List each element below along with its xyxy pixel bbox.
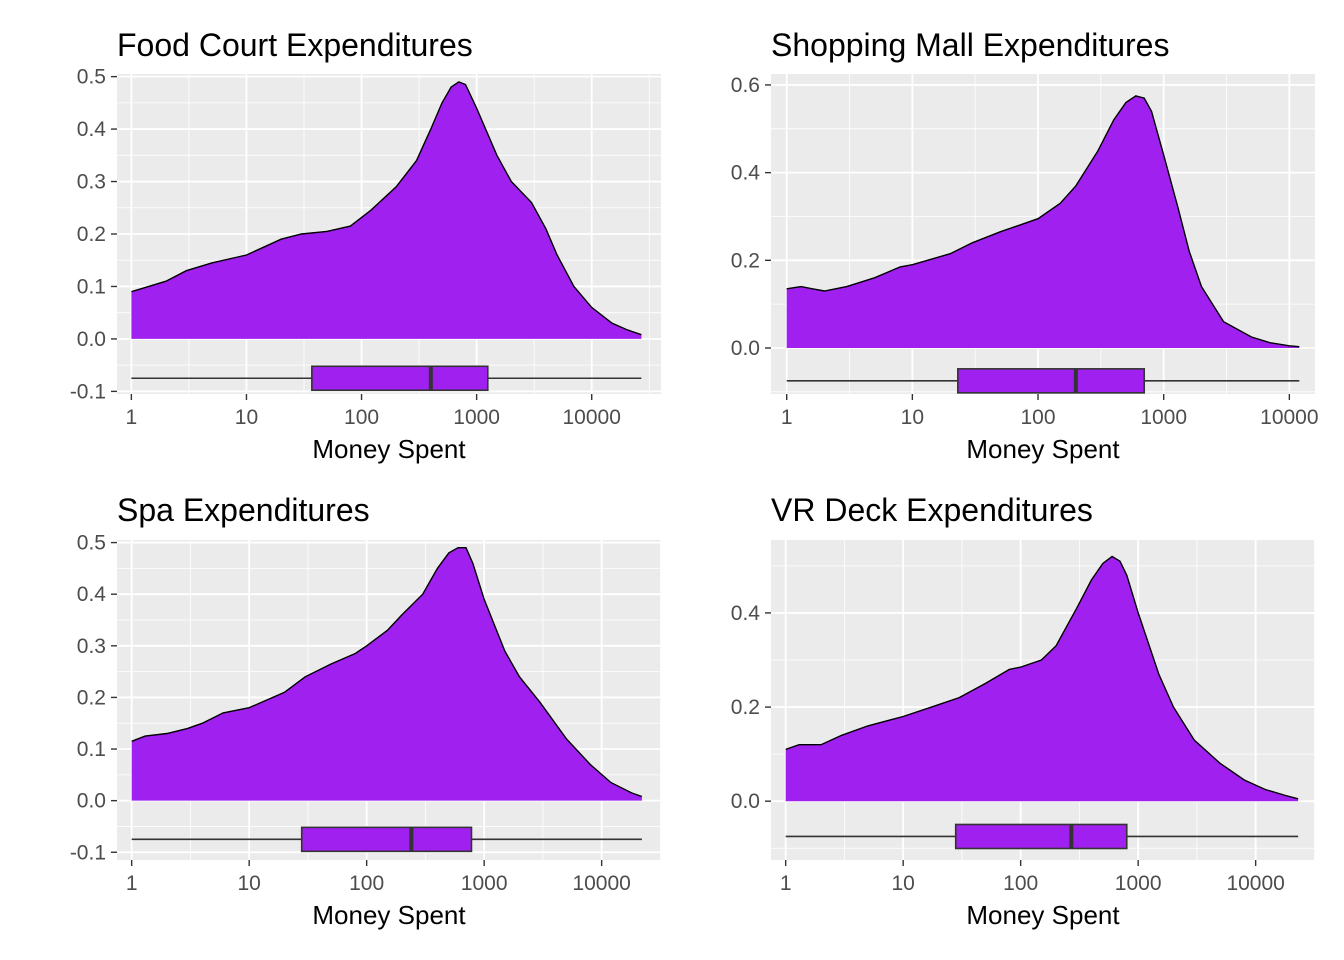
y-tick-label: 0.4 (77, 118, 107, 141)
density-area (131, 81, 642, 339)
x-tick-label: 10 (891, 872, 914, 895)
chart-title: VR Deck Expenditures (771, 492, 1093, 528)
chart-panel-3: Spa Expenditures -0.1 0.0 0.1 0.2 0.3 0.4 0.5 1 1… (70, 492, 661, 930)
x-tick-label: 1 (780, 872, 792, 895)
x-axis-label: Money Spent (312, 900, 466, 930)
density-area (131, 547, 642, 801)
boxplot-box (300, 826, 473, 853)
y-tick-label: 0.3 (77, 171, 106, 194)
density-area (785, 556, 1299, 802)
x-tick-label: 1000 (461, 872, 508, 895)
y-tick-label: 0.2 (77, 686, 106, 709)
x-tick-label: 1000 (1115, 872, 1162, 895)
y-tick-label: -0.1 (70, 380, 106, 403)
y-tick-label: -0.1 (70, 841, 106, 864)
x-axis-label: Money Spent (966, 900, 1120, 930)
y-tick-label: 0.1 (77, 738, 106, 761)
y-tick-label: 0.4 (731, 162, 761, 185)
y-tick-label: 0.5 (77, 66, 106, 89)
x-tick-label: 10000 (1226, 872, 1284, 895)
x-tick-label: 100 (349, 872, 384, 895)
x-tick-label: 10000 (563, 406, 621, 429)
x-tick-label: 1 (126, 872, 138, 895)
y-tick-label: 0.2 (731, 249, 760, 272)
x-tick-label: 1000 (1140, 406, 1187, 429)
density-outline (785, 555, 1299, 800)
y-tick-label: 0.0 (731, 337, 760, 360)
y-tick-label: 0.4 (77, 583, 107, 606)
y-tick-label: 0.0 (77, 328, 106, 351)
boxplot-box (311, 365, 489, 392)
x-tick-label: 10 (237, 872, 260, 895)
y-tick-label: 0.0 (77, 790, 106, 813)
y-tick-label: 0.3 (77, 635, 106, 658)
y-tick-label: 0.0 (731, 790, 760, 813)
chart-panel-1: Food Court Expenditures -0.1 0.0 0.1 0.2 0.3 0… (70, 27, 661, 464)
chart-title: Shopping Mall Expenditures (771, 27, 1169, 63)
x-tick-label: 10000 (1260, 406, 1318, 429)
x-tick-label: 10 (901, 406, 924, 429)
x-tick-label: 100 (1021, 406, 1056, 429)
x-tick-label: 1 (781, 406, 793, 429)
boxplot-box (957, 368, 1146, 394)
x-tick-label: 10 (235, 406, 258, 429)
y-tick-label: 0.4 (731, 602, 761, 625)
density-area (786, 95, 1300, 349)
x-tick-label: 100 (1003, 872, 1038, 895)
x-tick-label: 1 (126, 406, 138, 429)
chart-title: Food Court Expenditures (117, 27, 473, 63)
chart-panel-4: VR Deck Expenditures 0.0 0.2 0.4 1 10 100 1000 1… (731, 492, 1315, 930)
y-tick-label: 0.1 (77, 275, 106, 298)
x-axis-label: Money Spent (312, 434, 466, 464)
density-outline (131, 81, 642, 336)
density-outline (131, 547, 643, 798)
boxplot-box (954, 823, 1128, 850)
x-tick-label: 100 (344, 406, 379, 429)
density-outline (786, 95, 1300, 348)
y-tick-label: 0.6 (731, 74, 760, 97)
x-tick-label: 10000 (572, 872, 630, 895)
x-axis-label: Money Spent (966, 434, 1120, 464)
y-tick-label: 0.5 (77, 532, 106, 555)
chart-panel-2: Shopping Mall Expenditures 0.0 0.2 0.4 0.6 1 1… (731, 27, 1319, 464)
chart-title: Spa Expenditures (117, 492, 370, 528)
x-tick-label: 1000 (453, 406, 500, 429)
y-tick-label: 0.2 (731, 696, 760, 719)
y-tick-label: 0.2 (77, 223, 106, 246)
